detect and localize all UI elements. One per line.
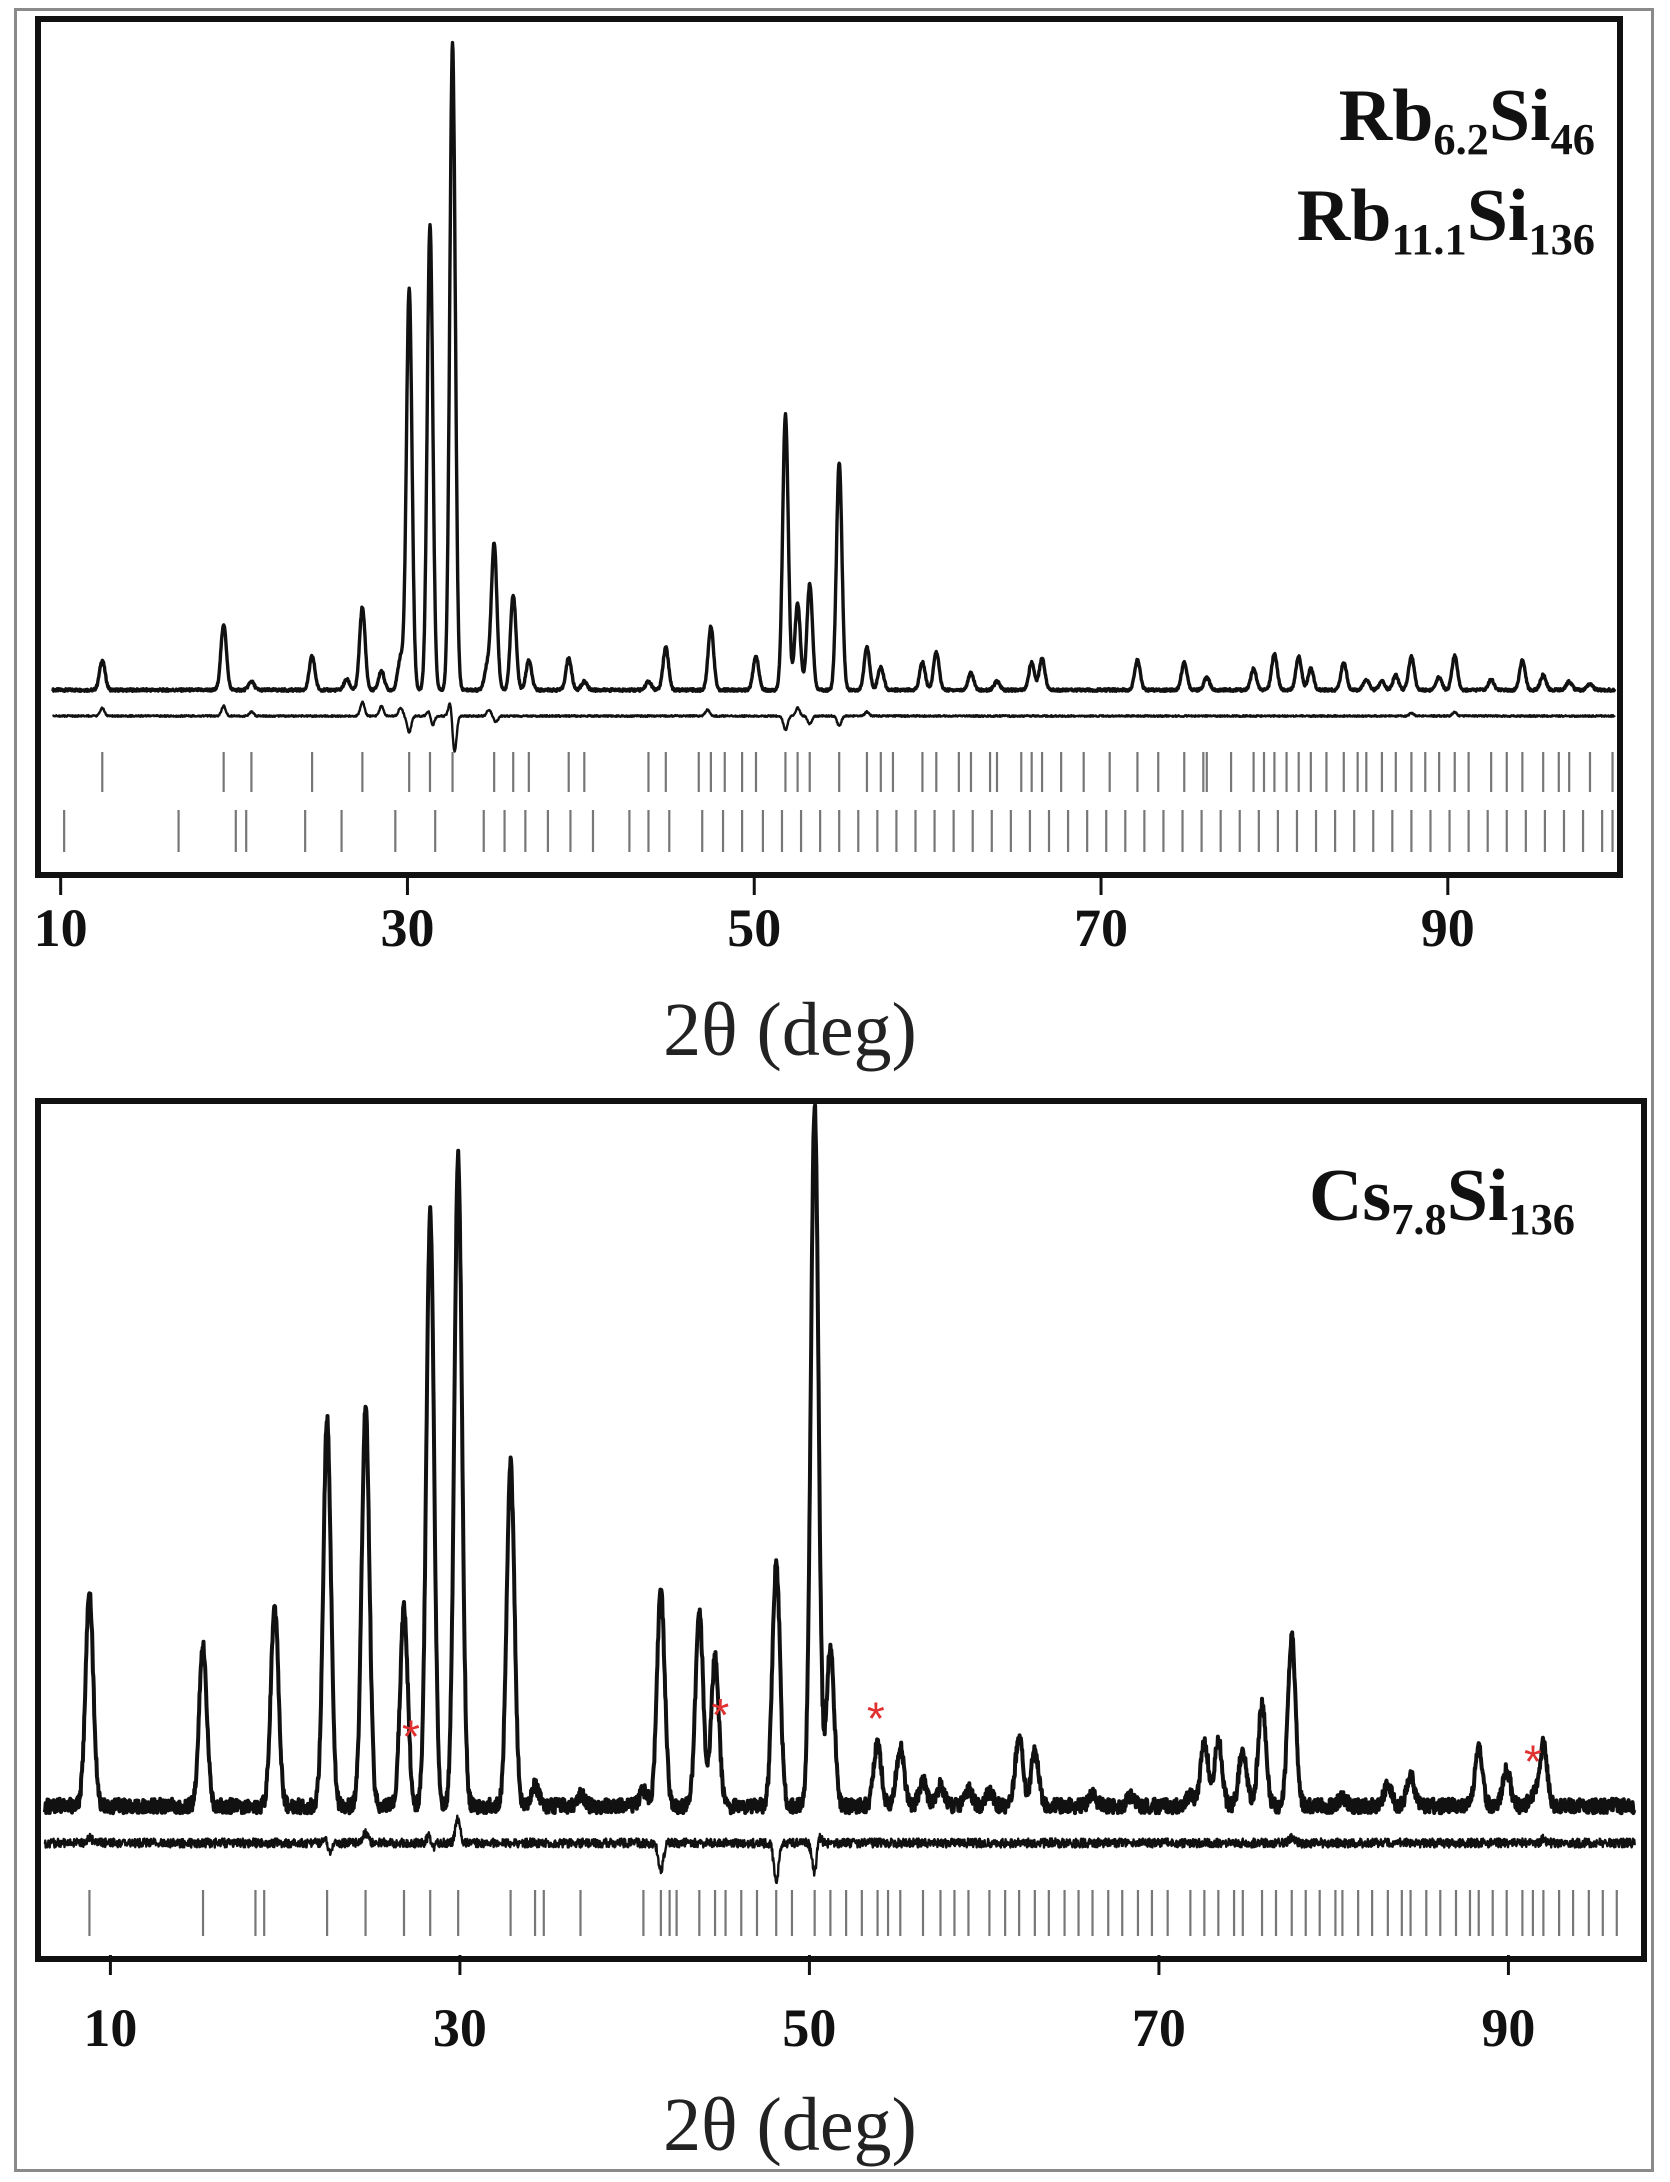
x-tick-label: 50 xyxy=(727,898,781,958)
compound-formula: Rb6.2Si46 xyxy=(1339,75,1595,164)
formula-element: Si xyxy=(1447,1155,1509,1237)
x-axis-label: 2θ (deg) xyxy=(663,988,917,1072)
x-axis-ticks: 10 30 50 70 90 xyxy=(34,875,1475,958)
compound-labels: Cs7.8Si136 xyxy=(1309,1155,1575,1244)
x-tick-label: 30 xyxy=(433,1998,487,2058)
pattern-line xyxy=(51,40,1617,693)
x-tick-label: 70 xyxy=(1074,898,1128,958)
panel-cs-clathrate: * * * * 10 30 50 70 90 Cs7.8Si136 2θ (deg) xyxy=(35,1098,1647,2167)
x-tick-label: 10 xyxy=(34,898,88,958)
x-tick-label: 30 xyxy=(380,898,434,958)
impurity-markers: * * * * xyxy=(402,1689,1542,1787)
x-axis-ticks: 10 30 50 70 90 xyxy=(83,1955,1535,2058)
formula-subscript: 6.2 xyxy=(1433,114,1489,164)
compound-formula: Cs7.8Si136 xyxy=(1309,1155,1575,1244)
x-axis-label: 2θ (deg) xyxy=(663,2083,917,2167)
diffraction-pattern xyxy=(51,40,1617,693)
formula-element: Si xyxy=(1489,75,1551,157)
x-tick-label: 50 xyxy=(782,1998,836,2058)
formula-element: Rb xyxy=(1339,75,1434,157)
formula-subscript: 11.1 xyxy=(1391,214,1466,264)
x-tick-label: 70 xyxy=(1132,1998,1186,2058)
plot-frame xyxy=(35,1098,1647,1962)
formula-subscript: 136 xyxy=(1508,1194,1575,1244)
impurity-star: * xyxy=(402,1710,420,1762)
diffraction-pattern xyxy=(42,1103,1637,1816)
reflection-markers xyxy=(88,1890,1618,1936)
difference-line xyxy=(43,1814,1636,1885)
difference-curve xyxy=(51,700,1616,753)
figure-frame xyxy=(14,8,1654,2172)
impurity-star: * xyxy=(711,1689,729,1741)
formula-element: Si xyxy=(1467,175,1529,257)
difference-line xyxy=(51,700,1616,753)
formula-subscript: 136 xyxy=(1528,214,1595,264)
difference-curve xyxy=(43,1814,1636,1885)
x-tick-label: 10 xyxy=(83,1998,137,2058)
formula-subscript: 46 xyxy=(1551,114,1595,164)
reflection-markers xyxy=(63,752,1614,852)
impurity-star: * xyxy=(1524,1735,1542,1787)
x-tick-label: 90 xyxy=(1421,898,1475,958)
pattern-line xyxy=(42,1103,1637,1816)
formula-element: Rb xyxy=(1297,175,1392,257)
formula-subscript: 7.8 xyxy=(1391,1194,1447,1244)
formula-element: Cs xyxy=(1309,1155,1391,1237)
compound-formula: Rb11.1Si136 xyxy=(1297,175,1595,264)
plot-frame xyxy=(35,16,1623,878)
x-tick-label: 90 xyxy=(1481,1998,1535,2058)
impurity-star: * xyxy=(867,1692,885,1744)
